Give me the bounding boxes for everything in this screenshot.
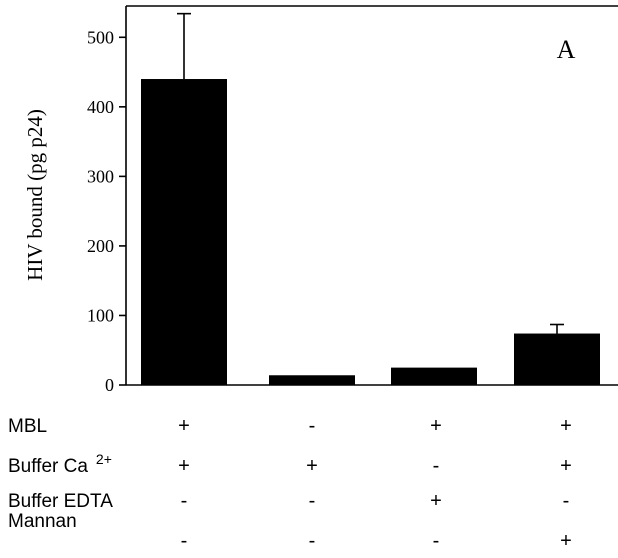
condition-mark: - — [309, 530, 316, 552]
error-bars — [177, 12, 564, 334]
condition-mark: - — [433, 455, 440, 477]
panel-label: A — [557, 35, 576, 64]
condition-mark: + — [178, 415, 190, 437]
condition-mark: - — [433, 530, 440, 552]
condition-label-superscript: 2+ — [96, 451, 112, 467]
condition-label: Mannan — [8, 511, 77, 532]
bar — [269, 375, 355, 385]
condition-mark: + — [560, 455, 572, 477]
bar — [391, 367, 477, 385]
condition-mark: - — [309, 415, 316, 437]
condition-mark: - — [309, 490, 316, 512]
condition-mark: - — [181, 490, 188, 512]
condition-mark: - — [181, 530, 188, 552]
condition-mark: + — [430, 490, 442, 512]
condition-mark: + — [560, 530, 572, 552]
y-tick-label: 200 — [87, 236, 114, 256]
condition-label: MBL — [8, 416, 47, 437]
y-tick-label: 100 — [87, 305, 114, 325]
condition-mark: + — [430, 415, 442, 437]
y-tick-label: 300 — [87, 166, 114, 186]
y-axis-label: HIV bound (pg p24) — [23, 109, 47, 281]
condition-mark: - — [563, 490, 570, 512]
y-ticks: 0 100 200 300 400 500 — [87, 27, 126, 395]
y-tick-label: 400 — [87, 97, 114, 117]
y-tick-label: 0 — [105, 375, 114, 395]
condition-mark: + — [560, 415, 572, 437]
condition-label: Buffer EDTA — [8, 491, 113, 512]
bars — [141, 79, 600, 386]
bar — [514, 333, 600, 385]
condition-label: Buffer Ca 2+ — [8, 451, 112, 477]
bar — [141, 79, 227, 386]
condition-mark: + — [306, 455, 318, 477]
condition-table: MBL + - + + Buffer Ca 2+ + + - + Buffer EDTA - - + - Man… — [8, 415, 572, 552]
y-tick-label: 500 — [87, 27, 114, 47]
condition-mark: + — [178, 455, 190, 477]
